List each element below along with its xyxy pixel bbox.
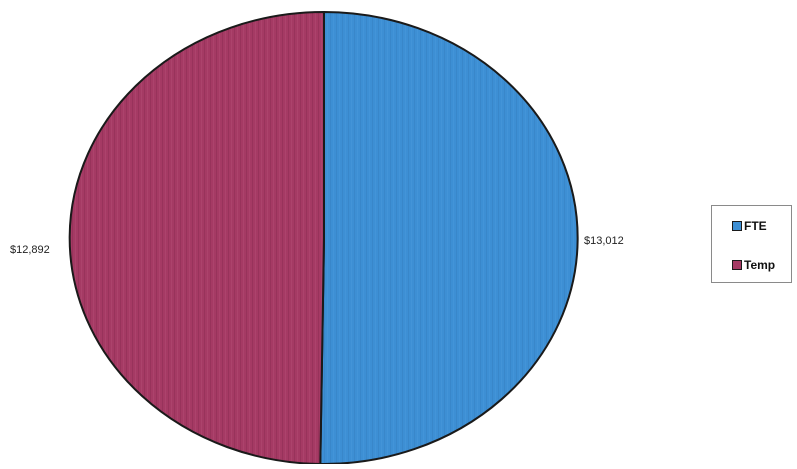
data-label-temp: $12,892 — [10, 244, 50, 256]
legend-label-temp: Temp — [744, 258, 776, 272]
chart-legend: FTE Temp — [711, 205, 792, 283]
legend-swatch-fte — [732, 221, 742, 231]
legend-item-fte: FTE — [732, 219, 767, 233]
legend-swatch-temp — [732, 260, 742, 270]
data-label-fte: $13,012 — [584, 235, 624, 247]
legend-item-temp: Temp — [732, 258, 775, 272]
pie-slice-fte — [319, 10, 579, 465]
legend-label-fte: FTE — [744, 219, 767, 233]
pie-slice-temp — [68, 10, 325, 465]
